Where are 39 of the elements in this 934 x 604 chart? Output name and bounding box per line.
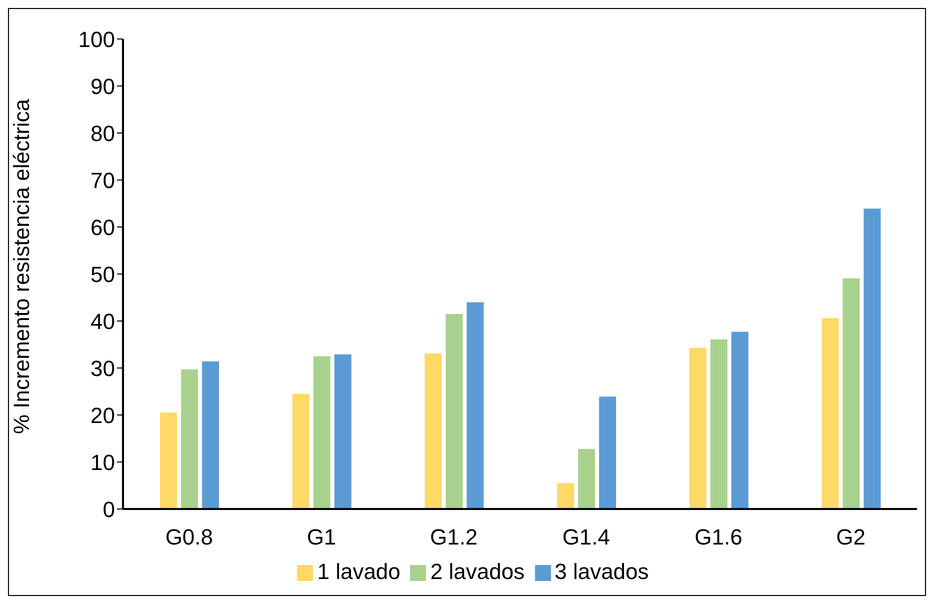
y-tick-label: 40	[90, 308, 115, 334]
y-axis-title: % Incremento resistencia eléctrica	[8, 98, 34, 434]
x-tick-label: G1.6	[694, 524, 742, 550]
bar	[578, 448, 596, 509]
bar	[202, 361, 220, 509]
legend-label: 1 lavado	[317, 559, 400, 584]
y-tick-label: 100	[78, 26, 115, 52]
y-tick-label: 90	[90, 74, 115, 99]
bar	[689, 348, 706, 509]
y-tick-label: 0	[102, 496, 115, 522]
bar	[424, 353, 442, 509]
bar	[446, 314, 463, 509]
x-tick-label: G1.4	[562, 524, 610, 550]
legend-label: 2 lavados	[430, 559, 525, 584]
bar	[599, 396, 616, 509]
x-tick-label: G2	[836, 524, 866, 550]
x-tick-label: G0.8	[165, 524, 214, 550]
y-tick-label: 70	[90, 168, 115, 193]
bar	[710, 339, 728, 509]
bar	[466, 302, 484, 509]
y-tick-label: 80	[90, 120, 115, 146]
bar	[822, 318, 839, 509]
bar	[334, 354, 352, 509]
y-tick-label: 60	[90, 214, 115, 240]
x-tick-label: G1	[306, 524, 336, 550]
bar	[842, 278, 860, 509]
bar	[160, 412, 178, 509]
y-tick-label: 10	[90, 450, 115, 475]
x-tick-label: G1.2	[430, 524, 478, 550]
y-tick-label: 20	[90, 402, 115, 428]
bar	[731, 332, 748, 509]
legend-label: 3 lavados	[554, 559, 649, 584]
bar	[864, 208, 881, 509]
bar	[292, 394, 310, 509]
y-tick-label: 50	[90, 262, 115, 287]
bar	[181, 369, 198, 509]
bar	[313, 356, 330, 509]
bar	[557, 483, 574, 509]
y-tick-label: 30	[90, 356, 115, 381]
